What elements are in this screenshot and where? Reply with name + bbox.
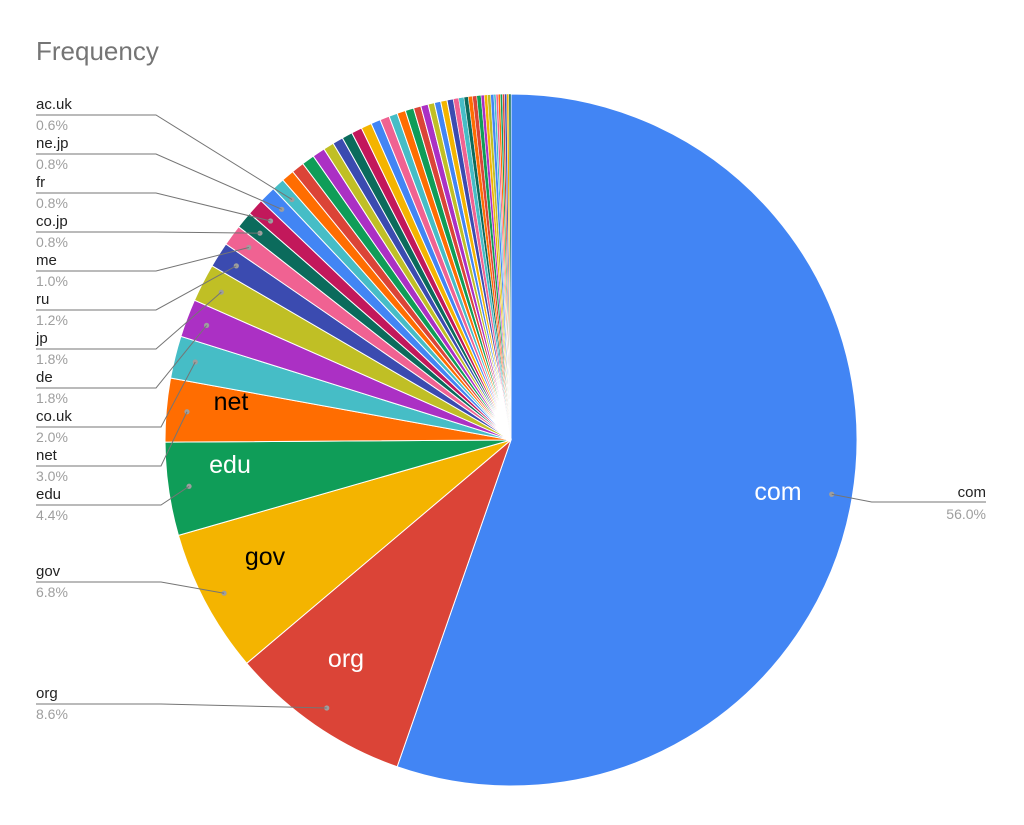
callout-pct-co.uk: 2.0% [36, 429, 68, 445]
leader-line-co.uk [36, 361, 196, 428]
callout-label-ru: ru [36, 291, 49, 308]
callout-pct-fr: 0.8% [36, 195, 68, 211]
pie-slice-org [246, 438, 513, 768]
callout-pct-org: 8.6% [36, 706, 68, 722]
callout-label-jp: jp [35, 330, 48, 347]
callout-label-edu: edu [36, 486, 61, 503]
leader-line-ru [36, 265, 237, 311]
leader-line-fr [36, 192, 271, 222]
callout-pct-com: 56.0% [946, 506, 986, 522]
callout-pct-me: 1.0% [36, 273, 68, 289]
callout-label-co.jp: co.jp [36, 213, 68, 230]
callout-label-gov: gov [36, 563, 61, 580]
leader-line-co.jp [36, 231, 260, 234]
slice-inner-label-org: org [328, 645, 364, 673]
leader-line-ac.uk [36, 114, 293, 200]
callout-label-ac.uk: ac.uk [36, 96, 72, 113]
callout-label-ne.jp: ne.jp [36, 135, 69, 152]
leader-line-net [36, 411, 188, 467]
callout-pct-net: 3.0% [36, 468, 68, 484]
callout-dot-org [324, 705, 330, 711]
callout-dot-me [246, 244, 252, 251]
chart-title: Frequency [36, 36, 159, 66]
pie-slice-other [508, 93, 512, 441]
callout-label-de: de [36, 369, 53, 386]
callout-pct-ne.jp: 0.8% [36, 156, 68, 172]
callout-label-net: net [36, 447, 58, 464]
leader-line-de [36, 325, 208, 389]
slice-inner-label-net: net [214, 388, 249, 416]
callout-pct-edu: 4.4% [36, 507, 68, 523]
callout-pct-gov: 6.8% [36, 584, 68, 600]
callout-dot-gov [221, 590, 227, 596]
callout-label-com: com [958, 484, 986, 501]
leader-line-gov [36, 581, 225, 594]
callout-pct-ru: 1.2% [36, 312, 68, 328]
callout-label-org: org [36, 685, 58, 702]
slice-inner-label-edu: edu [209, 451, 251, 479]
callout-pct-ac.uk: 0.6% [36, 117, 68, 133]
pie-slice-gov [177, 439, 512, 665]
callout-pct-de: 1.8% [36, 390, 68, 406]
callout-pct-jp: 1.8% [36, 351, 68, 367]
leader-line-jp [36, 291, 222, 350]
leader-line-org [36, 703, 327, 709]
leader-line-com [831, 493, 986, 503]
callout-label-co.uk: co.uk [36, 408, 72, 425]
leader-line-ne.jp [36, 153, 282, 210]
slice-inner-label-com: com [754, 478, 801, 506]
leader-line-edu [36, 485, 190, 506]
slice-inner-label-gov: gov [245, 543, 286, 571]
callout-label-me: me [36, 252, 57, 269]
leader-line-me [36, 247, 249, 272]
callout-label-fr: fr [36, 174, 45, 191]
callout-pct-co.jp: 0.8% [36, 234, 68, 250]
